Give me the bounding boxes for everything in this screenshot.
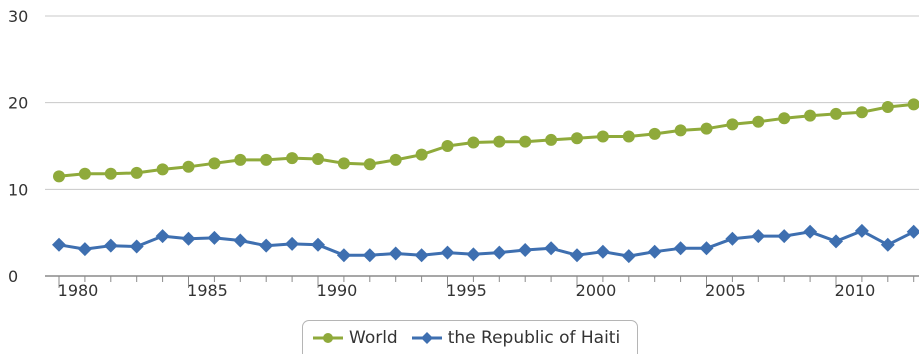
y-tick-label: 30 [8, 7, 28, 26]
legend-item-world[interactable]: World [313, 328, 398, 348]
legend-label-world: World [349, 327, 398, 348]
data-point-haiti[interactable] [699, 241, 714, 256]
data-point-world[interactable] [830, 107, 842, 120]
data-point-haiti[interactable] [259, 238, 274, 253]
data-point-world[interactable] [726, 118, 739, 131]
data-point-haiti[interactable] [725, 231, 740, 246]
data-point-world[interactable] [596, 130, 609, 143]
data-point-haiti[interactable] [103, 238, 118, 253]
data-point-haiti[interactable] [518, 243, 533, 257]
x-tick-label: 1985 [187, 281, 228, 300]
data-point-world[interactable] [804, 109, 817, 122]
data-point-world[interactable] [182, 160, 195, 173]
data-point-haiti[interactable] [647, 244, 662, 259]
data-point-world[interactable] [234, 153, 247, 166]
y-tick-label: 20 [8, 94, 28, 113]
series-line-haiti [58, 229, 915, 258]
data-point-world[interactable] [648, 127, 661, 140]
data-point-world[interactable] [571, 132, 583, 145]
data-point-world[interactable] [208, 157, 221, 170]
data-point-world[interactable] [337, 157, 350, 170]
data-point-haiti[interactable] [570, 248, 584, 263]
x-tick-label: 1995 [446, 281, 487, 300]
data-point-world[interactable] [467, 136, 480, 149]
legend-item-haiti[interactable]: the Republic of Haiti [411, 327, 621, 348]
data-point-world[interactable] [441, 140, 454, 152]
data-point-haiti[interactable] [155, 229, 170, 244]
data-point-world[interactable] [674, 124, 687, 137]
series-haiti [52, 223, 919, 264]
gridlines [45, 15, 919, 190]
data-point-world[interactable] [622, 130, 635, 143]
data-point-world[interactable] [752, 115, 765, 128]
data-point-world[interactable] [130, 166, 143, 179]
data-point-haiti[interactable] [595, 244, 610, 259]
data-point-haiti[interactable] [777, 229, 792, 244]
data-point-haiti[interactable] [906, 224, 919, 239]
data-point-haiti[interactable] [233, 233, 248, 248]
x-tick-label: 1990 [317, 281, 358, 300]
data-point-haiti[interactable] [336, 248, 351, 263]
data-point-haiti[interactable] [388, 246, 403, 261]
data-point-haiti[interactable] [466, 247, 481, 262]
data-point-haiti[interactable] [311, 237, 325, 252]
legend: World the Republic of Haiti [302, 320, 638, 354]
data-point-world[interactable] [907, 98, 919, 111]
data-point-world[interactable] [363, 158, 376, 171]
data-point-world[interactable] [700, 122, 713, 135]
y-tick-label: 10 [8, 180, 28, 199]
series-layer [52, 98, 919, 264]
x-axis: 1980 1985 1990 1995 2000 2005 2010 [45, 275, 919, 300]
data-point-haiti[interactable] [751, 229, 766, 244]
world-legend-marker-icon [313, 332, 343, 343]
haiti-legend-marker-icon [411, 331, 442, 344]
data-point-world[interactable] [545, 133, 558, 146]
data-point-haiti[interactable] [803, 224, 818, 239]
data-point-world[interactable] [415, 148, 428, 161]
data-point-haiti[interactable] [621, 249, 636, 264]
series-line-world [58, 102, 914, 178]
data-point-haiti[interactable] [440, 245, 455, 260]
data-point-haiti[interactable] [829, 234, 843, 249]
data-point-haiti[interactable] [52, 237, 66, 252]
data-point-haiti[interactable] [129, 239, 144, 254]
data-point-world[interactable] [881, 101, 894, 113]
data-point-world[interactable] [519, 135, 532, 148]
x-tick-label: 2010 [835, 281, 876, 300]
data-point-world[interactable] [778, 112, 791, 125]
data-point-haiti[interactable] [492, 245, 507, 260]
data-point-haiti[interactable] [414, 248, 429, 263]
data-point-haiti[interactable] [285, 236, 300, 251]
x-tick-label: 2005 [705, 281, 746, 300]
data-point-haiti[interactable] [880, 237, 895, 252]
data-point-world[interactable] [855, 106, 868, 119]
data-point-haiti[interactable] [207, 230, 222, 245]
legend-label-haiti: the Republic of Haiti [447, 327, 621, 348]
x-tick-label: 1980 [58, 281, 99, 300]
data-point-world[interactable] [312, 153, 324, 165]
y-tick-label: 0 [8, 267, 18, 286]
series-world [53, 98, 919, 183]
data-point-haiti[interactable] [181, 231, 196, 246]
data-point-world[interactable] [156, 163, 169, 176]
data-point-world[interactable] [389, 153, 402, 166]
data-point-haiti[interactable] [544, 241, 559, 256]
data-point-haiti[interactable] [362, 248, 377, 263]
data-point-world[interactable] [260, 153, 273, 166]
data-point-world[interactable] [493, 135, 506, 148]
data-point-haiti[interactable] [854, 223, 869, 238]
data-point-world[interactable] [53, 170, 65, 183]
y-axis-tick-labels: 0 10 20 30 [8, 7, 28, 286]
data-point-haiti[interactable] [673, 241, 688, 256]
x-tick-label: 2000 [576, 281, 617, 300]
data-point-world[interactable] [78, 167, 91, 180]
data-point-world[interactable] [104, 167, 117, 180]
data-point-world[interactable] [286, 152, 299, 165]
data-point-haiti[interactable] [77, 242, 92, 257]
